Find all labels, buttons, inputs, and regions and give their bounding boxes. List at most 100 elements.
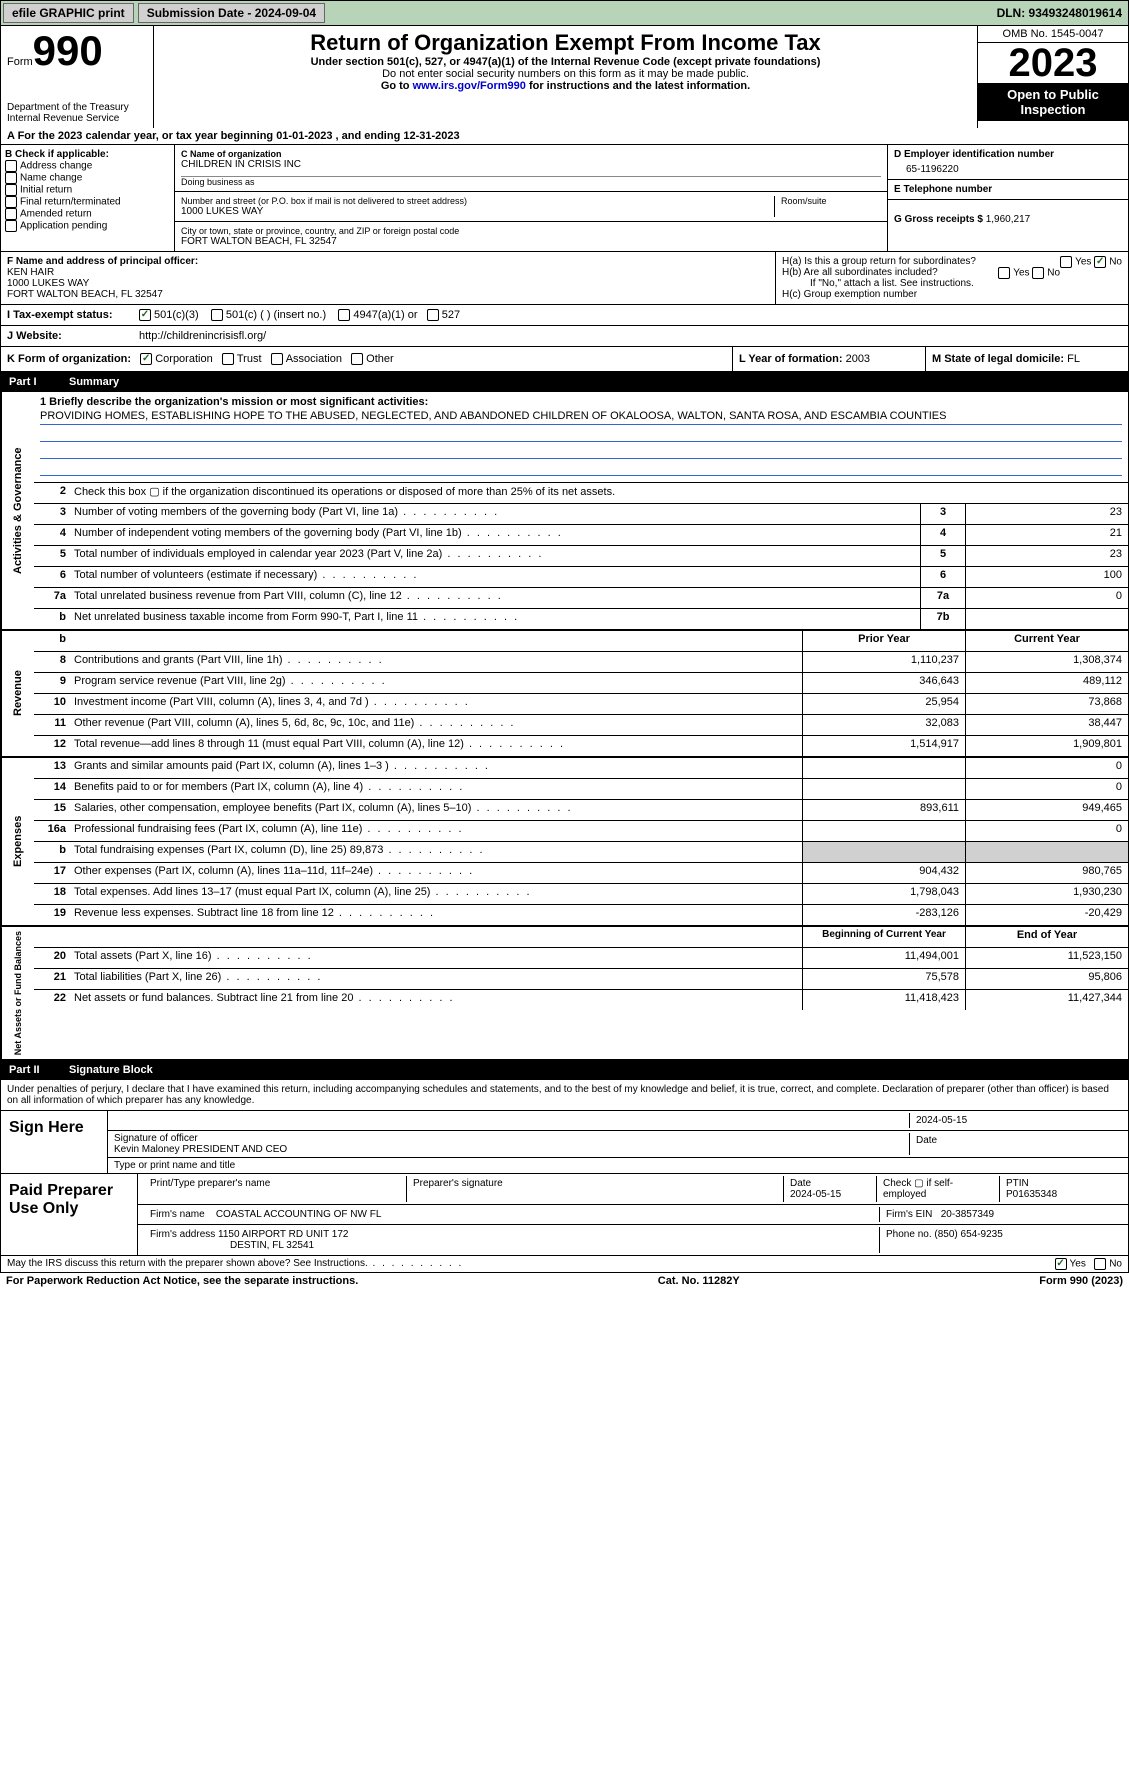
- summary-line-3: 3Number of voting members of the governi…: [34, 504, 1128, 525]
- summary-line-20: 20Total assets (Part X, line 16)11,494,0…: [34, 948, 1128, 969]
- domicile-label: M State of legal domicile:: [932, 353, 1064, 365]
- side-expenses: Expenses: [1, 758, 34, 925]
- website-label: J Website:: [7, 330, 62, 342]
- print-name-label: Print/Type preparer's name: [144, 1176, 406, 1202]
- cb-name-change[interactable]: [5, 172, 17, 184]
- h-b: H(b) Are all subordinates included? Yes …: [782, 267, 1122, 278]
- domicile: FL: [1067, 353, 1080, 365]
- cb-501c3[interactable]: [139, 309, 151, 321]
- form-org-label: K Form of organization:: [7, 353, 131, 365]
- part2-num: Part II: [9, 1064, 69, 1076]
- cat-number: Cat. No. 11282Y: [658, 1275, 740, 1287]
- phone-label: E Telephone number: [894, 184, 992, 195]
- cb-ha-no[interactable]: [1094, 256, 1106, 268]
- part1-num: Part I: [9, 376, 69, 388]
- form-label: Form: [7, 56, 33, 68]
- street-address: 1000 LUKES WAY: [181, 206, 774, 217]
- summary-line-22: 22Net assets or fund balances. Subtract …: [34, 990, 1128, 1010]
- end-year-head: End of Year: [965, 927, 1128, 947]
- expenses-section: Expenses 13Grants and similar amounts pa…: [0, 758, 1129, 927]
- klm-row: K Form of organization: Corporation Trus…: [0, 347, 1129, 372]
- firm-address: 1150 AIRPORT RD UNIT 172: [218, 1229, 348, 1240]
- officer-date: 2024-05-15: [909, 1113, 1122, 1128]
- cb-other[interactable]: [351, 353, 363, 365]
- form-header: Form990 Department of the Treasury Inter…: [0, 26, 1129, 128]
- summary-line-6: 6Total number of volunteers (estimate if…: [34, 567, 1128, 588]
- website-url[interactable]: http://childrenincrisisfl.org/: [133, 326, 272, 346]
- ein-value: 65-1196220: [894, 160, 1122, 175]
- cb-4947[interactable]: [338, 309, 350, 321]
- cb-address-change[interactable]: [5, 160, 17, 172]
- officer-addr2: FORT WALTON BEACH, FL 32547: [7, 289, 163, 300]
- h-a: H(a) Is this a group return for subordin…: [782, 256, 1122, 267]
- cb-assoc[interactable]: [271, 353, 283, 365]
- officer-group-section: F Name and address of principal officer:…: [0, 252, 1129, 305]
- revenue-section: Revenue b Prior Year Current Year 8Contr…: [0, 631, 1129, 758]
- cb-final-return[interactable]: [5, 196, 17, 208]
- governance-section: Activities & Governance 1 Briefly descri…: [0, 392, 1129, 631]
- firm-city: DESTIN, FL 32541: [150, 1240, 314, 1251]
- dba-label: Doing business as: [181, 177, 881, 187]
- summary-line-13: 13Grants and similar amounts paid (Part …: [34, 758, 1128, 779]
- instructions-link[interactable]: Go to www.irs.gov/Form990 for instructio…: [158, 80, 973, 92]
- cb-corp[interactable]: [140, 353, 152, 365]
- current-year-head: Current Year: [965, 631, 1128, 651]
- cb-discuss-yes[interactable]: [1055, 1258, 1067, 1270]
- form-number: 990: [33, 27, 103, 74]
- cb-501c[interactable]: [211, 309, 223, 321]
- public-inspection: Open to Public Inspection: [978, 83, 1128, 121]
- cb-discuss-no[interactable]: [1094, 1258, 1106, 1270]
- sign-here-label: Sign Here: [1, 1111, 108, 1173]
- side-governance: Activities & Governance: [1, 392, 34, 629]
- cb-amended[interactable]: [5, 208, 17, 220]
- side-netassets: Net Assets or Fund Balances: [1, 927, 34, 1059]
- form-ref: Form 990 (2023): [1039, 1275, 1123, 1287]
- self-employed-check[interactable]: Check ▢ if self-employed: [876, 1176, 999, 1202]
- form990-url[interactable]: www.irs.gov/Form990: [413, 80, 526, 92]
- date-label: Date: [909, 1133, 1122, 1155]
- summary-line-12: 12Total revenue—add lines 8 through 11 (…: [34, 736, 1128, 756]
- discuss-row: May the IRS discuss this return with the…: [0, 1256, 1129, 1273]
- cb-hb-yes[interactable]: [998, 267, 1010, 279]
- year-formation: 2003: [846, 353, 870, 365]
- cb-initial-return[interactable]: [5, 184, 17, 196]
- topbar: efile GRAPHIC print Submission Date - 20…: [0, 0, 1129, 26]
- cb-trust[interactable]: [222, 353, 234, 365]
- cb-application-pending[interactable]: [5, 220, 17, 232]
- cb-ha-yes[interactable]: [1060, 256, 1072, 268]
- org-name: CHILDREN IN CRISIS INC: [181, 159, 881, 170]
- summary-line-21: 21Total liabilities (Part X, line 26)75,…: [34, 969, 1128, 990]
- summary-line-9: 9Program service revenue (Part VIII, lin…: [34, 673, 1128, 694]
- part1-header: Part I Summary: [0, 372, 1129, 392]
- prep-date: 2024-05-15: [790, 1189, 841, 1200]
- part1-title: Summary: [69, 376, 119, 388]
- irs-label: Internal Revenue Service: [7, 113, 147, 124]
- org-info-grid: B Check if applicable: Address change Na…: [0, 145, 1129, 252]
- netassets-section: Net Assets or Fund Balances Beginning of…: [0, 927, 1129, 1060]
- section-a-tax-year: A For the 2023 calendar year, or tax yea…: [0, 128, 1129, 145]
- box-b-title: B Check if applicable:: [5, 149, 109, 160]
- form-title: Return of Organization Exempt From Incom…: [158, 30, 973, 56]
- summary-line-19: 19Revenue less expenses. Subtract line 1…: [34, 905, 1128, 925]
- mission-text: PROVIDING HOMES, ESTABLISHING HOPE TO TH…: [40, 410, 1122, 425]
- room-label: Room/suite: [781, 196, 881, 206]
- efile-print-button[interactable]: efile GRAPHIC print: [3, 3, 134, 23]
- firm-name: COASTAL ACCOUNTING OF NW FL: [216, 1209, 382, 1220]
- paid-preparer-label: Paid Preparer Use Only: [1, 1174, 138, 1255]
- form-subtitle: Under section 501(c), 527, or 4947(a)(1)…: [158, 56, 973, 68]
- year-formation-label: L Year of formation:: [739, 353, 843, 365]
- officer-printed-name: Kevin Maloney PRESIDENT AND CEO: [114, 1144, 287, 1155]
- org-name-label: C Name of organization: [181, 149, 282, 159]
- mission-label: 1 Briefly describe the organization's mi…: [40, 396, 428, 408]
- summary-line-2: 2Check this box ▢ if the organization di…: [34, 483, 1128, 504]
- summary-line-4: 4Number of independent voting members of…: [34, 525, 1128, 546]
- summary-line-10: 10Investment income (Part VIII, column (…: [34, 694, 1128, 715]
- part2-title: Signature Block: [69, 1064, 153, 1076]
- begin-year-head: Beginning of Current Year: [802, 927, 965, 947]
- h-b-note: If "No," attach a list. See instructions…: [782, 278, 1122, 289]
- officer-label: F Name and address of principal officer:: [7, 256, 198, 267]
- treasury-dept: Department of the Treasury: [7, 102, 147, 113]
- cb-527[interactable]: [427, 309, 439, 321]
- summary-line-b: bTotal fundraising expenses (Part IX, co…: [34, 842, 1128, 863]
- cb-hb-no[interactable]: [1032, 267, 1044, 279]
